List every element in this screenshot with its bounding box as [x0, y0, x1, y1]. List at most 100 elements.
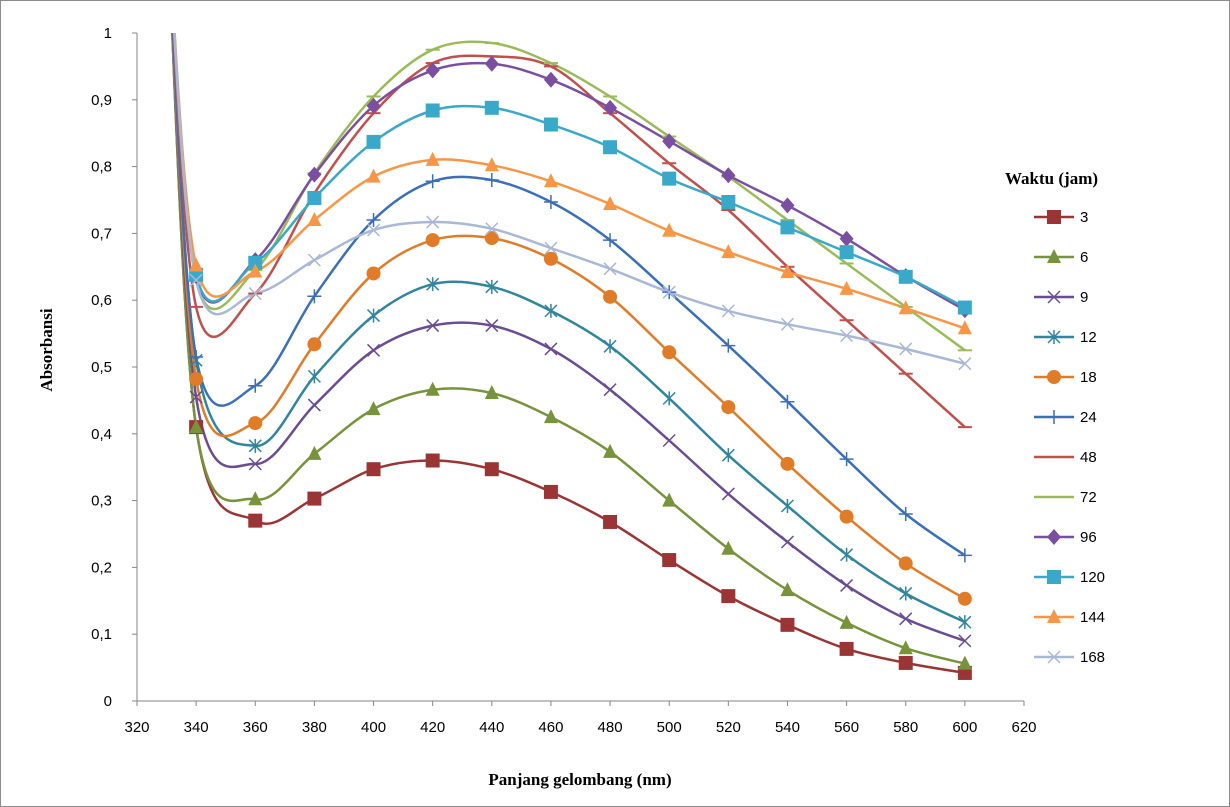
data-point-120: [839, 245, 854, 260]
data-point-144: [484, 157, 499, 172]
data-point-6: [839, 614, 854, 629]
data-point-144: [307, 212, 322, 227]
data-point-18: [189, 372, 204, 387]
data-point-120: [898, 269, 913, 284]
legend-label-48: 48: [1080, 449, 1097, 466]
data-point-6: [484, 385, 499, 400]
data-point-120: [721, 195, 736, 210]
data-point-24: [957, 548, 972, 563]
data-point-120: [603, 140, 618, 155]
x-tick-label: 340: [184, 719, 209, 736]
legend-marker-96: [1047, 529, 1061, 545]
data-point-96: [484, 55, 499, 72]
data-point-120: [484, 100, 499, 115]
y-tick-label: 0,5: [91, 359, 112, 376]
data-point-96: [366, 97, 381, 114]
x-tick-label: 500: [657, 719, 682, 736]
data-point-168: [367, 223, 381, 237]
data-point-3: [780, 617, 795, 632]
data-point-18: [248, 416, 263, 431]
data-point-144: [603, 196, 618, 211]
series-line-24: [171, 33, 966, 557]
data-point-144: [721, 244, 736, 259]
data-point-120: [662, 171, 677, 186]
data-point-144: [543, 173, 558, 188]
x-tick-label: 600: [952, 719, 977, 736]
x-tick-label: 440: [479, 719, 504, 736]
data-point-18: [839, 509, 854, 524]
y-tick-label: 0,3: [91, 493, 112, 510]
x-tick-label: 460: [538, 719, 563, 736]
x-tick-label: 400: [361, 719, 386, 736]
data-point-3: [662, 553, 677, 568]
legend-marker-9: [1047, 290, 1061, 304]
data-point-18: [662, 345, 677, 360]
x-tick-label: 360: [243, 719, 268, 736]
data-point-24: [307, 289, 322, 304]
y-tick-label: 0,2: [91, 559, 112, 576]
data-point-18: [543, 251, 558, 266]
data-point-6: [189, 419, 204, 434]
x-tick-label: 320: [124, 719, 149, 736]
y-tick-label: 0,9: [91, 92, 112, 109]
data-point-120: [957, 300, 972, 315]
data-point-144: [662, 222, 677, 237]
data-point-18: [484, 231, 499, 246]
y-tick-label: 0: [104, 693, 112, 710]
x-tick-label: 520: [716, 719, 741, 736]
data-point-168: [780, 317, 794, 331]
data-point-24: [898, 506, 913, 521]
data-point-144: [898, 300, 913, 315]
data-point-168: [840, 329, 854, 343]
data-point-96: [839, 230, 854, 247]
data-point-18: [898, 556, 913, 571]
data-point-24: [839, 452, 854, 467]
y-tick-label: 0,6: [91, 292, 112, 309]
data-point-96: [721, 167, 736, 184]
series-markers: [189, 42, 972, 680]
data-point-96: [662, 133, 677, 150]
series-line-18: [171, 33, 966, 600]
data-point-9: [780, 535, 794, 549]
data-point-18: [780, 456, 795, 471]
legend-marker-144: [1047, 609, 1061, 623]
data-point-120: [366, 134, 381, 149]
data-point-144: [839, 280, 854, 295]
legend-label-12: 12: [1080, 329, 1097, 346]
data-point-3: [898, 655, 913, 670]
series-line-72: [173, 33, 966, 352]
series-line-48: [172, 33, 966, 429]
data-point-168: [899, 342, 913, 356]
x-tick-label: 540: [775, 719, 800, 736]
legend-marker-120: [1047, 570, 1061, 584]
data-point-12: [426, 277, 440, 292]
legend-label-24: 24: [1080, 409, 1097, 426]
data-point-6: [248, 491, 263, 506]
data-point-6: [543, 409, 558, 424]
data-point-96: [307, 166, 322, 183]
series-line-12: [171, 33, 966, 624]
data-point-9: [367, 343, 381, 357]
data-point-6: [603, 443, 618, 458]
data-point-6: [425, 381, 440, 396]
y-tick-label: 0,1: [91, 626, 112, 643]
data-point-168: [721, 304, 735, 318]
data-point-120: [425, 103, 440, 118]
data-point-24: [425, 174, 440, 189]
data-point-12: [780, 498, 794, 513]
data-point-168: [662, 285, 676, 299]
legend-marker-3: [1047, 210, 1061, 224]
data-point-9: [189, 390, 203, 404]
data-point-18: [721, 400, 736, 415]
data-point-12: [721, 448, 735, 463]
legend-marker-24: [1047, 410, 1061, 424]
data-point-120: [543, 117, 558, 132]
data-point-18: [957, 591, 972, 606]
data-point-168: [248, 286, 262, 301]
y-tick-label: 0,4: [91, 426, 112, 443]
data-point-6: [721, 540, 736, 555]
data-point-24: [189, 349, 204, 364]
data-point-9: [721, 487, 735, 501]
data-point-168: [426, 215, 440, 229]
